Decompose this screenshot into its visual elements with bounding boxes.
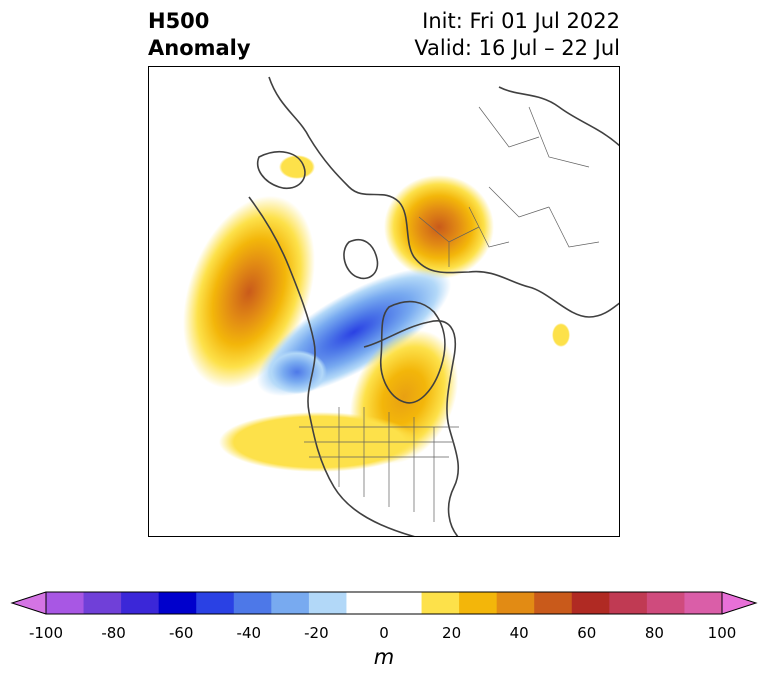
colorbar-high-extend	[722, 592, 756, 614]
colorbar-svg	[10, 591, 758, 615]
colorbar-cell	[571, 592, 610, 614]
colorbar-cell	[421, 592, 460, 614]
colorbar-cell	[46, 592, 85, 614]
map-svg	[183, 76, 619, 536]
colorbar-tick-label: 80	[644, 624, 664, 642]
colorbar-tick-label: -80	[101, 624, 126, 642]
colorbar-tick-label: 60	[577, 624, 597, 642]
negative-anomaly-west-canada	[267, 350, 327, 394]
valid-time: Valid: 16 Jul – 22 Jul	[414, 36, 620, 60]
coastlines	[248, 76, 619, 536]
colorbar-right-border	[721, 591, 758, 615]
map-title: H500 Anomaly	[148, 8, 251, 62]
colorbar-unit: m	[373, 645, 395, 669]
init-time: Init: Fri 01 Jul 2022	[422, 9, 620, 33]
colorbar-tick-label: -60	[168, 624, 194, 642]
hudson-bay-coast	[363, 320, 460, 536]
colorbar-tick-label: 0	[379, 624, 389, 642]
colorbar-left-border	[10, 591, 47, 615]
colorbar-cell	[459, 592, 498, 614]
us-state-borders	[299, 407, 459, 522]
colorbar-cell	[271, 592, 310, 614]
colorbar-cell	[196, 592, 235, 614]
colorbar-cell	[609, 592, 648, 614]
eurasia-coast	[268, 76, 619, 318]
colorbar-cell	[646, 592, 685, 614]
political-borders	[299, 106, 600, 522]
greenland-outline	[379, 300, 446, 404]
forecast-times: Init: Fri 01 Jul 2022 Valid: 16 Jul – 22…	[414, 8, 620, 62]
colorbar-cell	[83, 592, 122, 614]
colorbar-cell	[684, 592, 723, 614]
colorbar-cell	[308, 592, 347, 614]
colorbar-cell	[233, 592, 272, 614]
title-line-2: Anomaly	[148, 36, 251, 60]
colorbar-tick-label: 40	[509, 624, 529, 642]
colorbar-low-extend	[12, 592, 46, 614]
colorbar-tick-label: -40	[236, 624, 262, 642]
eurasia-borders	[418, 186, 600, 267]
colorbar-cell	[496, 592, 535, 614]
colorbar-cell	[534, 592, 573, 614]
positive-anomaly-small-arctic	[279, 155, 315, 179]
colorbar-tick-label: -100	[28, 624, 64, 642]
russia-borders	[478, 106, 590, 168]
north-america-west-coast	[248, 196, 415, 536]
colorbar-cell	[158, 592, 197, 614]
siberia-coast	[498, 86, 619, 147]
anomaly-map	[148, 66, 620, 537]
title-line-1: H500	[148, 9, 210, 33]
positive-anomaly-scandinavia	[384, 175, 494, 279]
colorbar-tick-label: 100	[707, 624, 737, 642]
colorbar-cells	[46, 592, 723, 614]
colorbar-cell	[121, 592, 160, 614]
colorbar-border	[45, 591, 723, 615]
colorbar-cell	[346, 592, 385, 614]
svalbard-outline	[257, 151, 306, 189]
colorbar-tick-label: 20	[442, 624, 462, 642]
colorbar-cell	[384, 592, 423, 614]
arctic-island	[343, 238, 379, 280]
positive-anomaly-small-east	[552, 323, 570, 347]
colorbar-tick-label: -20	[304, 624, 329, 642]
